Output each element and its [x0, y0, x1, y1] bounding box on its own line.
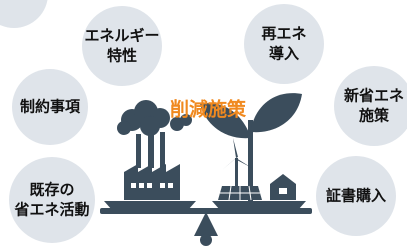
- chimney: [136, 134, 141, 168]
- bubble: [0, 0, 48, 28]
- bubble-label: エネルギー: [84, 27, 159, 45]
- bubble-label: 制約事項: [20, 98, 81, 116]
- title: 削減施策: [170, 98, 247, 121]
- turbine-tower: [235, 158, 238, 188]
- bubble-label: 新省エネ: [344, 87, 404, 105]
- house: [270, 174, 296, 200]
- bubble-label: 省エネ活動: [13, 201, 89, 219]
- factory: [124, 164, 180, 200]
- bubble-label: 施策: [359, 107, 390, 125]
- house-window: [279, 188, 287, 194]
- leaf: [251, 93, 302, 132]
- chimney: [160, 132, 165, 168]
- fulcrum: [194, 212, 218, 236]
- bubble-label: 証書購入: [326, 187, 386, 205]
- fulcrum-base: [200, 234, 212, 246]
- chimney: [148, 128, 154, 168]
- bubble-label: 再エネ: [261, 25, 306, 43]
- bubble-label: 既存の: [29, 181, 74, 199]
- diagram: エネルギー特性制約事項既存の省エネ活動 再エネ導入新省エネ施策証書購入: [0, 0, 407, 251]
- bubble-label: 導入: [269, 45, 299, 63]
- bubble-label: 特性: [107, 47, 137, 65]
